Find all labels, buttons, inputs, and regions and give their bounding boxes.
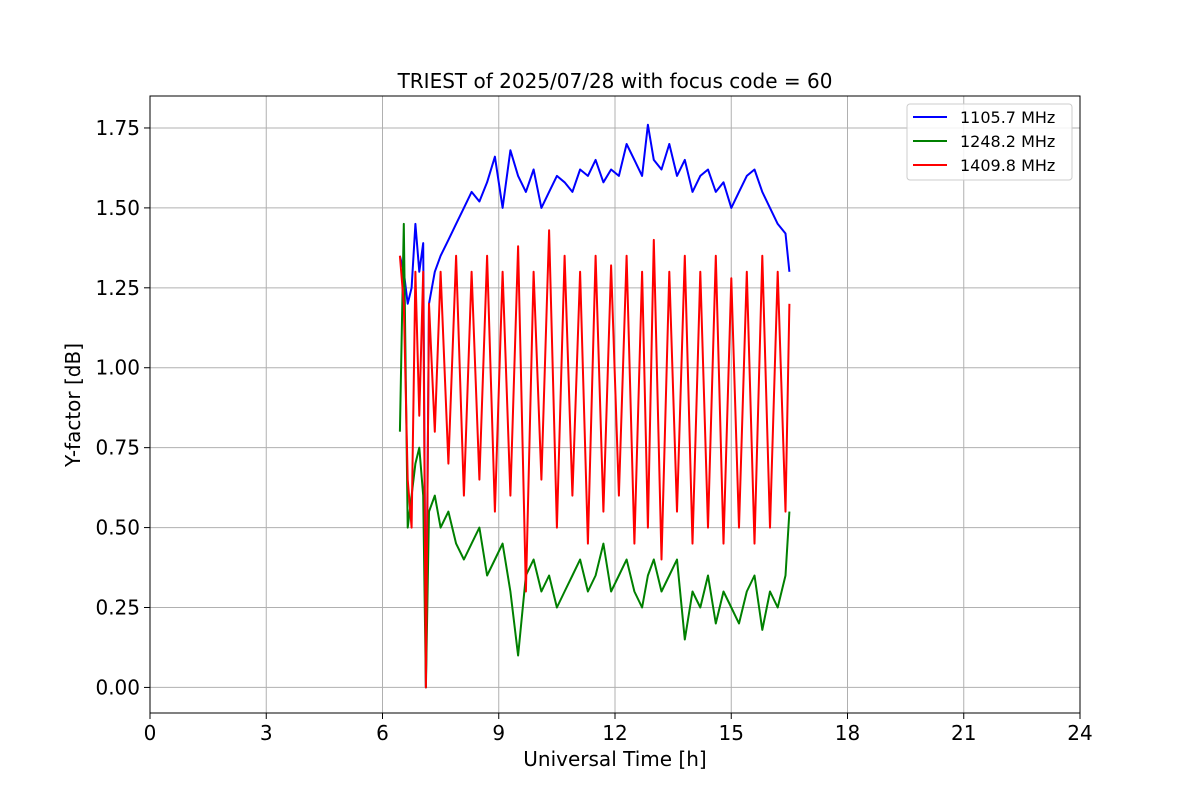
series-line-1 <box>398 222 791 689</box>
x-tick-label: 0 <box>144 721 157 745</box>
y-tick-label: 0.75 <box>95 436 140 460</box>
y-tick-label: 1.25 <box>95 276 140 300</box>
x-tick-label: 24 <box>1067 721 1092 745</box>
series-line-2 <box>398 229 791 689</box>
legend-label: 1105.7 MHz <box>960 108 1055 127</box>
series-line-0 <box>398 123 791 689</box>
legend-label: 1248.2 MHz <box>960 132 1055 151</box>
x-tick-label: 18 <box>835 721 860 745</box>
x-tick-label: 21 <box>951 721 976 745</box>
chart-title: TRIEST of 2025/07/28 with focus code = 6… <box>397 69 833 93</box>
series-area <box>398 123 791 689</box>
x-tick-label: 12 <box>602 721 627 745</box>
x-tick-label: 6 <box>376 721 389 745</box>
y-axis-label: Y-factor [dB] <box>61 343 85 468</box>
x-tick-label: 15 <box>719 721 744 745</box>
legend: 1105.7 MHz 1248.2 MHz 1409.8 MHz <box>906 103 1073 181</box>
y-axis-ticks: 0.00 0.25 0.50 0.75 1.00 1.25 1.50 1.75 <box>95 116 150 699</box>
y-tick-label: 1.00 <box>95 356 140 380</box>
y-tick-label: 0.00 <box>95 675 140 699</box>
x-axis-ticks: 0 3 6 9 12 15 18 21 24 <box>144 713 1093 745</box>
legend-label: 1409.8 MHz <box>960 156 1055 175</box>
legend-box <box>906 103 1073 181</box>
x-tick-label: 9 <box>492 721 505 745</box>
x-tick-label: 3 <box>260 721 273 745</box>
y-tick-label: 1.75 <box>95 116 140 140</box>
x-axis-label: Universal Time [h] <box>523 747 706 771</box>
y-tick-label: 1.50 <box>95 196 140 220</box>
y-tick-label: 0.25 <box>95 596 140 620</box>
y-tick-label: 0.50 <box>95 516 140 540</box>
